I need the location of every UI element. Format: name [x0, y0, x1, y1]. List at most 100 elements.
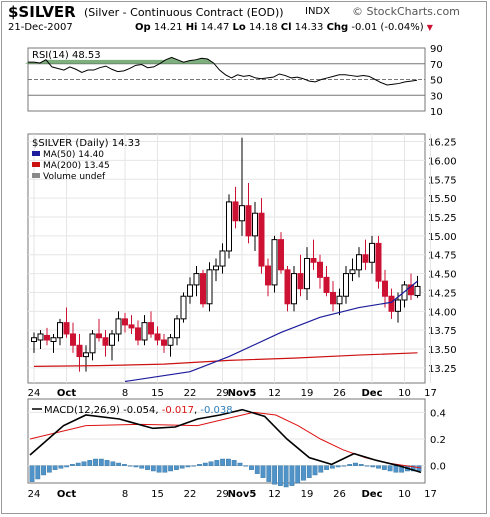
symbol-title: $SILVER: [8, 3, 76, 21]
candle-down: [44, 334, 50, 341]
rsi-tick-50: 50: [430, 76, 443, 87]
macd-histogram-bar: [272, 465, 277, 485]
candle-down: [362, 254, 369, 263]
candle-up: [291, 273, 297, 305]
macd-histogram-bar: [139, 465, 145, 469]
candle-up: [187, 284, 193, 297]
high-label: Hi: [185, 22, 198, 33]
macd-histogram-bar: [46, 465, 52, 473]
macd-histogram-bar: [162, 465, 168, 473]
candle-down: [265, 265, 271, 286]
ma50-swatch: [32, 151, 40, 156]
macd-histogram-bar: [41, 465, 46, 476]
macd-histogram-bar: [127, 465, 133, 467]
macd-histogram-bar: [208, 461, 214, 466]
candle-up: [193, 273, 200, 286]
candle-down: [382, 280, 388, 297]
candle-up: [239, 205, 245, 222]
candle-up: [226, 201, 232, 252]
price-tick: 15.75: [428, 175, 457, 186]
candle-up: [37, 333, 44, 341]
instrument-name: (Silver - Continuous Contract (EOD)): [84, 6, 284, 19]
quote-line: Op 14.21 Hi 14.47 Lo 14.18 Cl 14.33 Chg …: [135, 22, 433, 33]
candle-up: [336, 295, 343, 305]
exchange-label: INDX: [305, 6, 330, 17]
rsi-tick-70: 70: [430, 60, 443, 71]
candle-down: [148, 322, 154, 335]
macd-histogram-bar: [266, 465, 272, 482]
macd-histogram-bar: [376, 465, 381, 469]
low-label: Lo: [232, 22, 246, 33]
candle-down: [310, 258, 317, 263]
macd-histogram-bar: [220, 458, 226, 466]
candle-down: [76, 344, 83, 358]
price-legend-ma200: MA(200) 13.45: [43, 161, 110, 171]
x-axis-label: 12: [268, 388, 281, 399]
macd-histogram-bar: [289, 465, 295, 486]
candle-down: [245, 205, 252, 237]
macd-histogram-bar: [116, 462, 122, 466]
x-axis-label: 19: [301, 388, 314, 399]
x-axis-label: 29: [216, 489, 229, 500]
quote-date: 21-Dec-2007: [8, 22, 73, 33]
x-axis-label: Dec: [361, 388, 382, 399]
candle-down: [284, 269, 291, 305]
price-legend-volume: Volume undef: [43, 172, 106, 182]
candle-down: [154, 333, 161, 341]
x-axis-label: 15: [151, 388, 164, 399]
x-axis-label: 26: [333, 388, 346, 399]
candle-up: [349, 269, 356, 275]
macd-histogram-bar: [243, 465, 249, 467]
macd-histogram-bar: [104, 460, 110, 466]
x-axis-label: 17: [424, 489, 437, 500]
macd-histogram-bar: [197, 464, 202, 466]
macd-histogram-bar: [98, 458, 104, 466]
candle-down: [96, 333, 102, 339]
macd-histogram-bar: [191, 465, 197, 467]
close-label: Cl: [280, 22, 292, 33]
price-tick: 13.50: [428, 345, 457, 356]
macd-tick: 0.0: [430, 462, 446, 473]
price-tick: 14.75: [428, 251, 457, 262]
candle-down: [70, 333, 76, 346]
candle-up: [395, 299, 401, 312]
change-value: -0.01 (-0.04%): [351, 22, 424, 33]
macd-histogram-bar: [341, 465, 347, 467]
macd-histogram-bar: [185, 465, 191, 468]
candle-down: [408, 284, 414, 296]
macd-histogram-bar: [387, 465, 393, 472]
macd-histogram-bar: [225, 458, 231, 466]
macd-histogram-bar: [156, 465, 162, 473]
macd-histogram-bar: [70, 464, 75, 466]
ma200-line: [33, 352, 418, 367]
macd-histogram-bar: [324, 465, 329, 470]
macd-legend-sep: ,: [194, 405, 200, 416]
candle-down: [135, 327, 141, 341]
macd-histogram-bar: [179, 465, 185, 469]
macd-histogram-bar: [122, 464, 127, 466]
x-axis-label: Nov5: [228, 489, 257, 500]
x-axis-label: 8: [122, 388, 128, 399]
macd-histogram-bar: [133, 465, 139, 468]
candle-up: [167, 337, 174, 346]
candle-down: [278, 239, 284, 271]
candle-up: [109, 333, 115, 346]
price-tick: 14.25: [428, 288, 457, 299]
macd-histogram-bar: [364, 465, 370, 467]
open-value: 14.21: [153, 22, 183, 33]
price-tick: 15.50: [428, 194, 457, 205]
candle-down: [258, 212, 265, 267]
price-legend-symbol: $SILVER (Daily) 14.33: [32, 138, 140, 149]
ma50-line: [124, 280, 418, 383]
x-axis-label: 17: [424, 388, 437, 399]
macd-histogram-bar: [301, 465, 306, 481]
macd-histogram-bar: [381, 465, 387, 470]
candle-up: [369, 242, 375, 263]
macd-legend-hist: -0.038: [200, 405, 232, 416]
macd-histogram-bar: [75, 462, 81, 466]
macd-legend-label: MACD(12,26,9): [44, 405, 123, 416]
price-tick: 14.50: [428, 270, 457, 281]
price-tick: 16.00: [428, 156, 457, 167]
macd-histogram-bar: [306, 465, 312, 478]
